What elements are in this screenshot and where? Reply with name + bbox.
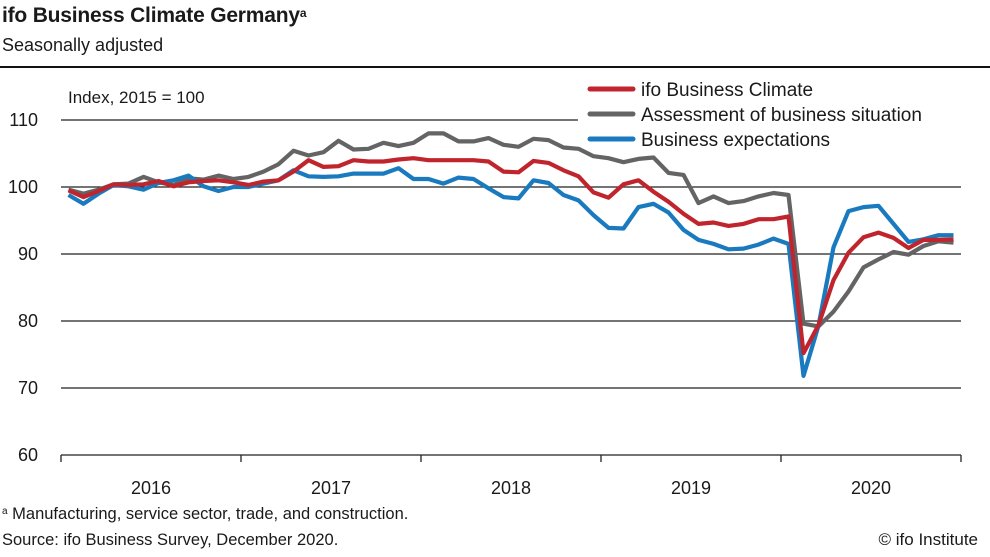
series-lines [67, 131, 954, 378]
series-line-assessment-of-business-situation [67, 131, 954, 329]
chart-title-text: ifo Business Climate Germany [2, 4, 300, 27]
x-tick-label: 2020 [851, 478, 891, 498]
copyright: © ifo Institute [878, 530, 978, 549]
footnote-text: Manufacturing, service sector, trade, an… [12, 505, 409, 523]
x-tick-label: 2016 [131, 478, 171, 498]
y-tick-label: 60 [18, 445, 38, 465]
y-tick-label: 70 [18, 378, 38, 398]
y-tick-label: 90 [18, 244, 38, 264]
source-note: Source: ifo Business Survey, December 20… [2, 531, 339, 549]
y-tick-label: 110 [9, 110, 38, 130]
legend: ifo Business Climate Assessment of busine… [587, 80, 922, 151]
y-tick-label: 100 [8, 177, 38, 197]
footnote-marker: a [2, 506, 8, 517]
x-tick-label: 2017 [311, 478, 351, 498]
gridlines [61, 119, 961, 389]
series-line-business-expectations [67, 166, 954, 378]
x-axis: 2016 2017 2018 2019 2020 [60, 454, 962, 498]
y-axis-label: Index, 2015 = 100 [68, 88, 205, 107]
chart-subtitle: Seasonally adjusted [2, 35, 164, 55]
footnote: a Manufacturing, service sector, trade, … [2, 505, 408, 524]
legend-label: ifo Business Climate [641, 80, 813, 101]
chart-title: ifo Business Climate Germanya [2, 4, 307, 28]
series-line-ifo-business-climate [67, 156, 954, 356]
header-divider [0, 66, 990, 68]
y-axis-tick-labels: 60 70 80 90 100 110 [8, 110, 38, 465]
legend-label: Assessment of business situation [641, 105, 922, 126]
title-footnote-marker: a [299, 6, 307, 20]
legend-label: Business expectations [641, 130, 830, 151]
x-tick-label: 2018 [491, 478, 531, 498]
y-tick-label: 80 [18, 311, 38, 331]
x-tick-label: 2019 [671, 478, 711, 498]
